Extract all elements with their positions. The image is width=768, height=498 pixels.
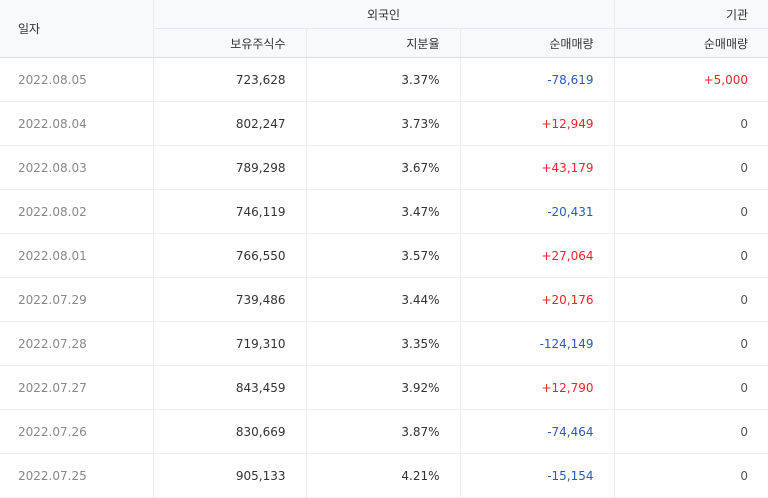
table-row: 2022.07.26 830,669 3.87% -74,464 0 (0, 409, 768, 454)
institution-net-cell: +5,000 (614, 57, 768, 102)
holdings-cell: 802,247 (153, 101, 307, 146)
foreign-net-cell: +12,949 (460, 101, 615, 146)
holdings-column-header: 보유주식수 (153, 28, 307, 58)
date-cell: 2022.08.05 (0, 57, 154, 102)
holdings-cell: 723,628 (153, 57, 307, 102)
foreign-net-cell: +43,179 (460, 145, 615, 190)
ratio-cell: 3.57% (306, 233, 461, 278)
date-cell: 2022.07.28 (0, 321, 154, 366)
institution-net-cell: 0 (614, 321, 768, 366)
foreign-net-cell: -74,464 (460, 409, 615, 454)
institution-net-cell: 0 (614, 453, 768, 498)
holdings-cell: 739,486 (153, 277, 307, 322)
holdings-cell: 766,550 (153, 233, 307, 278)
foreign-net-cell: -124,149 (460, 321, 615, 366)
table-row: 2022.07.25 905,133 4.21% -15,154 0 (0, 453, 768, 498)
ratio-column-header: 지분율 (306, 28, 461, 58)
foreign-net-cell: +27,064 (460, 233, 615, 278)
date-cell: 2022.07.26 (0, 409, 154, 454)
ratio-cell: 4.21% (306, 453, 461, 498)
institution-net-cell: 0 (614, 233, 768, 278)
holdings-cell: 843,459 (153, 365, 307, 410)
holdings-cell: 905,133 (153, 453, 307, 498)
table-row: 2022.08.03 789,298 3.67% +43,179 0 (0, 145, 768, 190)
table-row: 2022.07.27 843,459 3.92% +12,790 0 (0, 365, 768, 410)
ratio-cell: 3.67% (306, 145, 461, 190)
date-cell: 2022.07.25 (0, 453, 154, 498)
institution-net-column-header: 순매매량 (614, 28, 768, 58)
holdings-cell: 830,669 (153, 409, 307, 454)
date-cell: 2022.07.27 (0, 365, 154, 410)
table-row: 2022.07.29 739,486 3.44% +20,176 0 (0, 277, 768, 322)
foreign-net-cell: -20,431 (460, 189, 615, 234)
date-column-header: 일자 (0, 0, 154, 58)
ratio-cell: 3.44% (306, 277, 461, 322)
date-cell: 2022.08.02 (0, 189, 154, 234)
table-row: 2022.08.05 723,628 3.37% -78,619 +5,000 (0, 57, 768, 102)
holdings-cell: 719,310 (153, 321, 307, 366)
ratio-cell: 3.73% (306, 101, 461, 146)
table-row: 2022.07.28 719,310 3.35% -124,149 0 (0, 321, 768, 366)
institution-net-cell: 0 (614, 365, 768, 410)
header-group-row: 일자 외국인 기관 (0, 0, 768, 58)
institution-net-cell: 0 (614, 277, 768, 322)
date-cell: 2022.07.29 (0, 277, 154, 322)
institution-net-cell: 0 (614, 409, 768, 454)
table-row: 2022.08.04 802,247 3.73% +12,949 0 (0, 101, 768, 146)
ratio-cell: 3.47% (306, 189, 461, 234)
institution-net-cell: 0 (614, 145, 768, 190)
holdings-cell: 789,298 (153, 145, 307, 190)
date-cell: 2022.08.03 (0, 145, 154, 190)
foreign-net-cell: -15,154 (460, 453, 615, 498)
foreign-group-header: 외국인 (153, 0, 615, 29)
holdings-cell: 746,119 (153, 189, 307, 234)
table-row: 2022.08.02 746,119 3.47% -20,431 0 (0, 189, 768, 234)
institution-group-header: 기관 (614, 0, 768, 29)
institution-net-cell: 0 (614, 101, 768, 146)
foreign-net-cell: -78,619 (460, 57, 615, 102)
date-cell: 2022.08.04 (0, 101, 154, 146)
date-cell: 2022.08.01 (0, 233, 154, 278)
ratio-cell: 3.92% (306, 365, 461, 410)
ratio-cell: 3.37% (306, 57, 461, 102)
table-row: 2022.08.01 766,550 3.57% +27,064 0 (0, 233, 768, 278)
header-column-row: 보유주식수 지분율 순매매량 순매매량 (0, 28, 768, 58)
institution-net-cell: 0 (614, 189, 768, 234)
ratio-cell: 3.87% (306, 409, 461, 454)
foreign-net-cell: +12,790 (460, 365, 615, 410)
foreign-net-cell: +20,176 (460, 277, 615, 322)
table-body: 2022.08.05 723,628 3.37% -78,619 +5,000 … (0, 57, 768, 498)
ratio-cell: 3.35% (306, 321, 461, 366)
foreign-net-column-header: 순매매량 (460, 28, 615, 58)
